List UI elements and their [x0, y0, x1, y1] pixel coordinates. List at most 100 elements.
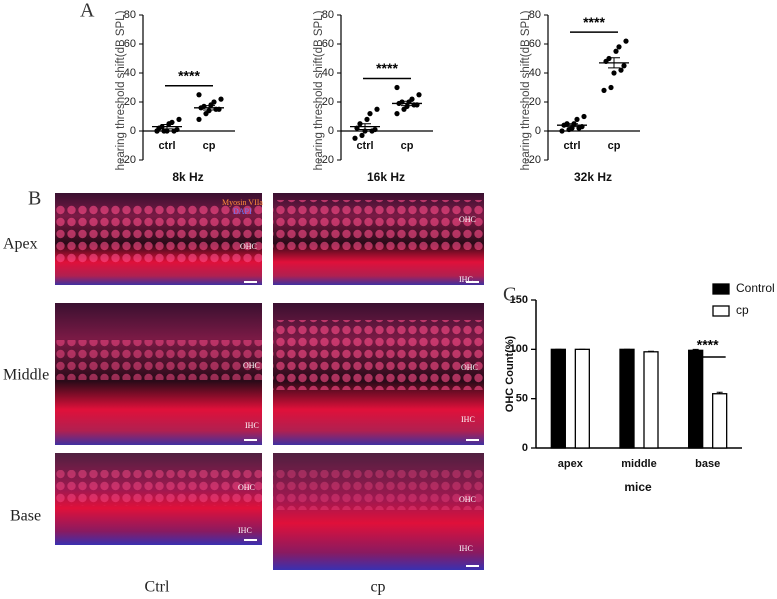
data-point — [606, 55, 612, 62]
x-tick-label: apex — [558, 458, 584, 470]
cell-label: IHC — [461, 415, 475, 424]
bar — [712, 393, 728, 449]
cell-label: IHC — [459, 275, 473, 284]
bar — [574, 348, 590, 449]
y-tick-label: 60 — [529, 38, 541, 50]
legend-label: cp — [736, 303, 749, 317]
cell-label: OHC — [459, 495, 476, 504]
data-point — [218, 96, 224, 102]
y-tick-label: -20 — [525, 154, 541, 166]
data-point — [364, 116, 370, 122]
cell-label: IHC — [238, 526, 252, 535]
x-tick-label: ctrl — [563, 140, 580, 152]
data-point — [154, 128, 160, 134]
y-tick-label: 40 — [322, 67, 334, 79]
y-tick-label: 20 — [124, 96, 136, 108]
y-tick-label: -20 — [120, 154, 136, 166]
y-tick-label: 60 — [124, 38, 136, 50]
chart-title: 16k Hz — [367, 170, 405, 184]
x-tick-label: middle — [621, 458, 656, 470]
cell-label: OHC — [461, 363, 478, 372]
bar — [619, 348, 635, 449]
chart-title: 8k Hz — [172, 170, 203, 184]
y-axis-label: OHC Count(%) — [504, 335, 516, 412]
bar — [550, 348, 566, 449]
error-bar — [716, 391, 723, 394]
error-bar — [161, 123, 173, 130]
micrograph — [55, 470, 262, 506]
cell-label: OHC — [459, 215, 476, 224]
bar — [688, 349, 704, 449]
data-point — [374, 106, 380, 112]
data-point — [211, 99, 217, 105]
x-tick-label: cp — [608, 140, 621, 152]
y-tick-label: 20 — [529, 96, 541, 108]
data-point — [601, 87, 607, 93]
data-point — [367, 111, 373, 117]
stain-label: DAPI — [233, 207, 252, 216]
y-tick-label: 0 — [535, 125, 541, 137]
data-point — [206, 108, 212, 114]
stain-label: Myosin VIIa — [222, 198, 263, 207]
legend-label: Control — [736, 281, 775, 295]
legend-swatch — [712, 283, 730, 295]
y-tick-label: 40 — [124, 67, 136, 79]
y-tick-label: 80 — [529, 9, 541, 21]
significance-label: **** — [697, 337, 719, 353]
data-point — [196, 92, 202, 98]
chart-title: 32k Hz — [574, 170, 612, 184]
micrographs — [55, 193, 484, 570]
data-point — [613, 48, 619, 54]
micrograph — [55, 205, 262, 265]
data-point — [352, 135, 358, 141]
data-point — [359, 132, 365, 138]
error-bar — [401, 100, 413, 107]
bar — [643, 351, 659, 449]
panel-label: B — [28, 188, 41, 210]
row-label: Base — [10, 508, 41, 525]
data-point — [372, 126, 378, 133]
data-point — [416, 92, 422, 98]
x-tick-label: cp — [401, 140, 414, 152]
micrograph — [273, 470, 484, 510]
x-tick-label: base — [695, 458, 720, 470]
y-tick-label: 40 — [529, 67, 541, 79]
data-point — [164, 128, 170, 134]
y-tick-label: 20 — [322, 96, 334, 108]
y-axis-label: hearing threshold shift(dB SPL) — [115, 10, 127, 170]
significance-label: **** — [583, 14, 605, 30]
cell-label: OHC — [243, 361, 260, 370]
data-point — [618, 67, 624, 73]
cell-label: OHC — [238, 483, 255, 492]
y-tick-label: 0 — [130, 125, 136, 137]
error-bar — [203, 105, 215, 111]
significance-label: **** — [376, 60, 398, 76]
y-tick-label: 150 — [510, 294, 528, 306]
data-point — [621, 63, 627, 69]
data-point — [174, 126, 180, 133]
data-point — [616, 44, 622, 50]
data-point — [409, 96, 415, 102]
panel-label: C — [503, 284, 516, 306]
y-tick-label: 60 — [322, 38, 334, 50]
error-bar — [608, 57, 620, 69]
data-point — [574, 116, 580, 122]
column-label: cp — [370, 579, 385, 596]
y-tick-label: 80 — [124, 9, 136, 21]
micrograph — [273, 320, 484, 390]
data-point — [404, 103, 410, 109]
micrograph — [273, 200, 484, 250]
cell-label: IHC — [459, 544, 473, 553]
column-label: Ctrl — [145, 579, 170, 596]
panel-label: A — [80, 0, 95, 22]
y-tick-label: -20 — [318, 154, 334, 166]
y-tick-label: 50 — [516, 393, 528, 405]
data-point — [394, 111, 400, 117]
data-point — [176, 116, 182, 122]
y-axis-label: hearing threshold shift(dB SPL) — [520, 10, 532, 170]
y-tick-label: 0 — [328, 125, 334, 137]
cell-label: IHC — [245, 421, 259, 430]
cell-label: OHC — [240, 242, 257, 251]
significance-label: **** — [178, 67, 200, 83]
